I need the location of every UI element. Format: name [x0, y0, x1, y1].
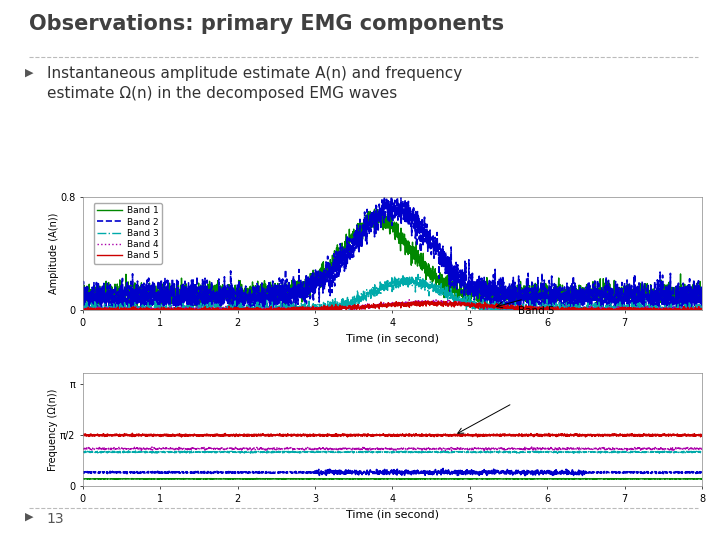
- Band 1: [132, 306, 141, 313]
- Band 4: [316, 307, 325, 313]
- Text: Band 5: Band 5: [518, 306, 555, 316]
- Line: Band 1: Band 1: [83, 208, 702, 309]
- Line: Band 2: Band 2: [83, 193, 702, 310]
- Band 2: [78, 307, 87, 314]
- Band 4: [79, 307, 88, 314]
- Band 5: [186, 307, 194, 314]
- Band 3: [685, 301, 694, 307]
- Band 3: [698, 304, 706, 310]
- Band 2: [393, 190, 402, 196]
- Band 5: [78, 307, 87, 314]
- Band 4: [78, 305, 87, 312]
- Band 5: [316, 306, 325, 312]
- X-axis label: Time (in second): Time (in second): [346, 509, 439, 519]
- Band 3: [149, 306, 158, 313]
- Band 3: [78, 307, 87, 314]
- Band 1: [686, 287, 695, 293]
- Band 3: [316, 303, 325, 309]
- Line: Band 4: Band 4: [83, 300, 702, 310]
- Band 3: [186, 307, 194, 314]
- Band 1: [379, 205, 387, 211]
- Legend: Band 1, Band 2, Band 3, Band 4, Band 5: Band 1, Band 2, Band 3, Band 4, Band 5: [94, 202, 162, 264]
- Text: Instantaneous amplitude estimate A(n) and frequency
estimate Ω(n) in the decompo: Instantaneous amplitude estimate A(n) an…: [47, 66, 462, 100]
- Band 1: [78, 288, 87, 294]
- Text: 13: 13: [47, 512, 64, 526]
- Band 4: [686, 305, 695, 312]
- Band 5: [619, 306, 628, 313]
- X-axis label: Time (in second): Time (in second): [346, 334, 439, 343]
- Band 2: [316, 278, 325, 285]
- Line: Band 3: Band 3: [83, 274, 702, 310]
- Band 3: [343, 302, 351, 308]
- Y-axis label: Frequency (Ω(n)): Frequency (Ω(n)): [48, 388, 58, 470]
- Band 5: [423, 298, 432, 304]
- Band 4: [149, 306, 158, 312]
- Band 1: [343, 242, 351, 248]
- Band 1: [316, 284, 325, 291]
- Band 4: [698, 307, 706, 314]
- Band 2: [149, 301, 158, 307]
- Band 5: [149, 306, 158, 312]
- Band 2: [698, 302, 706, 308]
- Text: ▶: ▶: [25, 68, 34, 78]
- Band 4: [186, 304, 194, 310]
- Text: Observations: primary EMG components: Observations: primary EMG components: [29, 14, 504, 33]
- Band 5: [78, 306, 87, 312]
- Text: ▶: ▶: [25, 512, 34, 522]
- Band 1: [149, 293, 158, 299]
- Band 5: [686, 307, 695, 314]
- Band 1: [619, 283, 628, 289]
- Band 2: [685, 287, 694, 293]
- Band 2: [186, 289, 194, 295]
- Band 5: [343, 305, 351, 311]
- Y-axis label: Amplitude (A(n)): Amplitude (A(n)): [48, 213, 58, 294]
- Band 4: [343, 305, 351, 311]
- Band 3: [619, 304, 628, 310]
- Band 2: [343, 232, 351, 239]
- Band 3: [414, 271, 423, 278]
- Band 1: [698, 291, 706, 298]
- Band 4: [619, 305, 628, 312]
- Band 5: [698, 307, 706, 313]
- Line: Band 5: Band 5: [83, 301, 702, 310]
- Band 4: [405, 296, 413, 303]
- Band 1: [186, 287, 194, 294]
- Band 2: [619, 290, 628, 296]
